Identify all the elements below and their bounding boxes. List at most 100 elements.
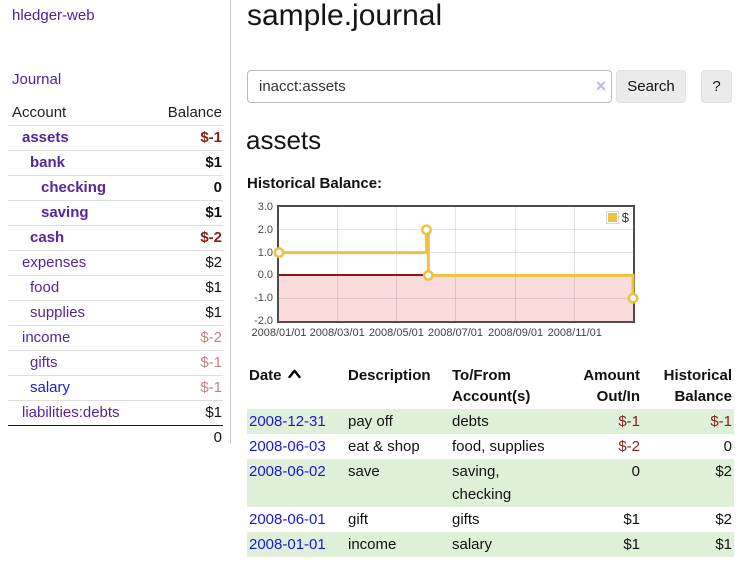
x-tick-label: 2008/03/01 xyxy=(309,327,365,339)
transaction-description: income xyxy=(348,536,397,553)
account-balance: $-1 xyxy=(200,354,222,371)
account-link[interactable]: checking xyxy=(41,179,107,196)
transaction-balance: $2 xyxy=(715,511,732,528)
account-row: saving $1 xyxy=(8,200,223,225)
register-balance-cell: 0 xyxy=(642,434,734,459)
register-column-header: Description xyxy=(346,363,450,409)
chart-plot-area: $ xyxy=(273,205,639,323)
x-tick-label: 2008/01/01 xyxy=(251,327,307,339)
transaction-amount: $-1 xyxy=(618,413,640,430)
account-balance: $1 xyxy=(205,204,222,221)
register-description-cell: eat & shop xyxy=(346,434,450,459)
transaction-accounts: gifts xyxy=(452,511,480,528)
register-row: 2008-06-03 eat & shop food, supplies $-2 0 xyxy=(247,434,734,459)
account-link[interactable]: expenses xyxy=(22,254,87,271)
account-link[interactable]: liabilities:debts xyxy=(22,404,120,421)
register-row: 2008-06-02 save saving, checking 0 $2 xyxy=(247,459,734,507)
account-link[interactable]: saving xyxy=(41,204,89,221)
clear-search-icon[interactable]: × xyxy=(595,76,607,96)
transaction-date-link[interactable]: 2008-12-31 xyxy=(249,413,326,430)
y-tick-label: -2.0 xyxy=(254,315,273,327)
transaction-description: gift xyxy=(348,511,369,528)
transaction-accounts: debts xyxy=(452,413,489,430)
accounts-header-row: Account Balance xyxy=(8,100,223,125)
transaction-balance: $2 xyxy=(715,463,732,480)
column-header-label: Out/In xyxy=(596,388,640,405)
transaction-balance: 0 xyxy=(723,438,732,455)
register-description-cell: pay off xyxy=(346,409,450,434)
page-title: sample.journal xyxy=(247,0,443,32)
x-tick-label: 2008/05/01 xyxy=(368,327,424,339)
y-tick-label: 0.0 xyxy=(257,269,273,282)
gridline xyxy=(336,207,338,321)
gridline xyxy=(515,207,517,321)
column-header-label: Description xyxy=(348,367,431,384)
transaction-amount: $1 xyxy=(623,536,640,553)
gridline xyxy=(455,207,456,321)
gridline xyxy=(279,252,633,254)
search-button[interactable]: Search xyxy=(616,70,686,103)
search-input[interactable] xyxy=(247,70,612,103)
register-amount-cell: $-2 xyxy=(560,434,642,459)
register-table: Date Description To/From Account(s) Amount Ou… xyxy=(247,363,734,557)
transaction-date-link[interactable]: 2008-01-01 xyxy=(249,536,326,553)
transaction-date-link[interactable]: 2008-06-02 xyxy=(249,463,326,480)
account-link[interactable]: assets xyxy=(22,129,69,146)
sidebar-item-journal[interactable]: Journal xyxy=(12,71,62,88)
account-balance: $-2 xyxy=(200,329,222,346)
register-row: 2008-01-01 income salary $1 $1 xyxy=(247,532,734,557)
account-link[interactable]: food xyxy=(30,279,60,296)
register-accounts-cell: food, supplies xyxy=(450,434,560,459)
register-date-cell: 2008-06-02 xyxy=(247,459,346,507)
data-point-marker xyxy=(422,269,434,281)
account-link[interactable]: supplies xyxy=(30,304,86,321)
register-amount-cell: 0 xyxy=(560,459,642,507)
account-link[interactable]: gifts xyxy=(30,354,58,371)
transaction-date-link[interactable]: 2008-06-01 xyxy=(249,511,326,528)
negative-region xyxy=(279,275,633,321)
data-point-marker xyxy=(627,292,639,304)
brand-link[interactable]: hledger-web xyxy=(12,7,95,24)
register-header-row: Date Description To/From Account(s) Amount Ou… xyxy=(247,363,734,409)
column-header-label: Date xyxy=(249,367,282,384)
register-amount-cell: $-1 xyxy=(560,409,642,434)
account-link[interactable]: income xyxy=(22,329,71,346)
accounts-total-row: 0 xyxy=(8,425,223,450)
account-link[interactable]: cash xyxy=(30,229,65,246)
column-header-label: To/From xyxy=(452,367,511,384)
accounts-header-balance: Balance xyxy=(167,103,222,121)
account-row: liabilities:debts $1 xyxy=(8,400,223,425)
transaction-description: eat & shop xyxy=(348,438,420,455)
y-tick-label: 1.0 xyxy=(257,246,273,259)
account-row: salary $-1 xyxy=(8,375,223,400)
account-row: cash $-2 xyxy=(8,225,223,250)
account-row: checking 0 xyxy=(8,175,223,200)
sort-ascending-icon xyxy=(287,369,301,379)
chart-title: Historical Balance: xyxy=(247,175,383,192)
register-row: 2008-12-31 pay off debts $-1 $-1 xyxy=(247,409,734,434)
register-balance-cell: $2 xyxy=(642,459,734,507)
register-description-cell: save xyxy=(346,459,450,507)
column-header-label: Amount xyxy=(583,367,640,384)
transaction-accounts: saving, checking xyxy=(452,463,512,503)
register-column-header[interactable]: Date xyxy=(247,363,346,409)
y-tick-label: 3.0 xyxy=(257,201,273,213)
account-link[interactable]: bank xyxy=(30,154,66,171)
gridline xyxy=(279,229,633,231)
transaction-amount: 0 xyxy=(631,463,640,480)
help-button[interactable]: ? xyxy=(701,70,732,103)
account-balance: $-1 xyxy=(200,379,222,396)
register-date-cell: 2008-06-03 xyxy=(247,434,346,459)
register-column-header: To/From Account(s) xyxy=(450,363,560,409)
transaction-amount: $1 xyxy=(623,511,640,528)
sidebar: hledger-web Journal Account Balance asse… xyxy=(0,0,231,446)
register-balance-cell: $-1 xyxy=(642,409,734,434)
register-accounts-cell: saving, checking xyxy=(450,459,560,507)
account-link[interactable]: salary xyxy=(30,379,71,396)
x-tick-label: 2008/07/01 xyxy=(427,327,484,339)
transaction-balance: $-1 xyxy=(710,413,732,430)
register-column-header: Historical Balance xyxy=(642,363,734,409)
column-header-label: Balance xyxy=(674,388,732,405)
transaction-date-link[interactable]: 2008-06-03 xyxy=(249,438,326,455)
register-description-cell: income xyxy=(346,532,450,557)
